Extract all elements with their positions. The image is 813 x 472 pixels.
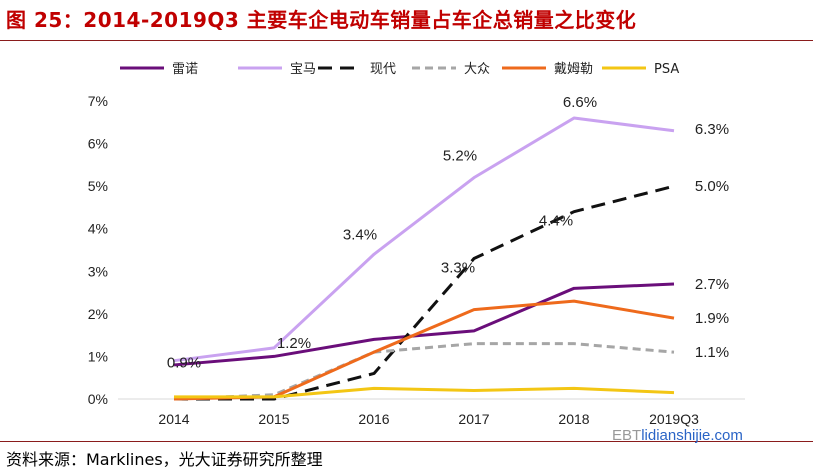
y-tick-label: 3%	[88, 263, 108, 279]
data-label: 1.2%	[277, 335, 311, 352]
y-tick-label: 4%	[88, 221, 108, 237]
y-tick-label: 5%	[88, 178, 108, 194]
data-label: 4.4%	[539, 213, 573, 230]
title-divider	[0, 40, 813, 41]
data-label: 3.4%	[343, 226, 377, 243]
series-line	[173, 116, 675, 363]
data-label: 0.9%	[167, 355, 201, 372]
series-line	[174, 184, 675, 401]
x-axis: 2014 2015 2016 2017 2018 2019Q3	[118, 398, 745, 427]
legend-label: 戴姆勒	[554, 62, 593, 77]
line-chart: 雷诺 宝马 现代 大众 戴姆勒 PSA 0% 1% 2% 3% 4% 5% 6% 7% 2014 2015…	[88, 62, 745, 427]
series-line	[174, 386, 675, 399]
data-label: 1.1%	[695, 344, 729, 361]
x-tick-label: 2014	[158, 411, 189, 427]
legend-label: 大众	[464, 62, 490, 77]
series-line	[173, 282, 675, 367]
data-label: 5.0%	[695, 178, 729, 195]
legend-label: 宝马	[290, 62, 316, 77]
chart-legend: 雷诺 宝马 现代 大众 戴姆勒 PSA	[120, 62, 679, 77]
y-tick-label: 2%	[88, 306, 108, 322]
data-label: 1.9%	[695, 310, 729, 327]
data-label: 3.3%	[441, 260, 475, 277]
x-tick-label: 2019Q3	[649, 411, 699, 427]
x-tick-label: 2015	[258, 411, 289, 427]
y-tick-label: 0%	[88, 391, 108, 407]
data-label: 6.3%	[695, 121, 729, 138]
footer-divider	[0, 441, 813, 442]
watermark-site: lidianshijie.com	[641, 427, 743, 444]
legend-label: 雷诺	[172, 62, 198, 77]
y-tick-label: 7%	[88, 93, 108, 109]
source-note: 资料来源：Marklines，光大证券研究所整理	[6, 450, 323, 469]
watermark-prefix: EBT	[612, 427, 642, 444]
x-tick-label: 2016	[358, 411, 389, 427]
data-labels: 0.9% 1.2% 3.4% 5.2% 6.6% 6.3% 3.3% 4.4% 5.0% 2.7%…	[167, 94, 729, 372]
y-tick-label: 1%	[88, 348, 108, 364]
x-tick-label: 2017	[458, 411, 489, 427]
legend-label: PSA	[654, 62, 679, 77]
data-label: 5.2%	[443, 148, 477, 165]
data-label: 6.6%	[563, 94, 597, 111]
data-label: 2.7%	[695, 276, 729, 293]
legend-label: 现代	[370, 62, 396, 77]
series-lines	[173, 116, 675, 401]
y-tick-label: 6%	[88, 136, 108, 152]
x-tick-label: 2018	[558, 411, 589, 427]
watermark: EBTlidianshijie.com	[612, 427, 743, 444]
y-axis: 0% 1% 2% 3% 4% 5% 6% 7%	[88, 93, 108, 407]
chart-title: 图 25：2014-2019Q3 主要车企电动车销量占车企总销量之比变化	[6, 8, 637, 32]
